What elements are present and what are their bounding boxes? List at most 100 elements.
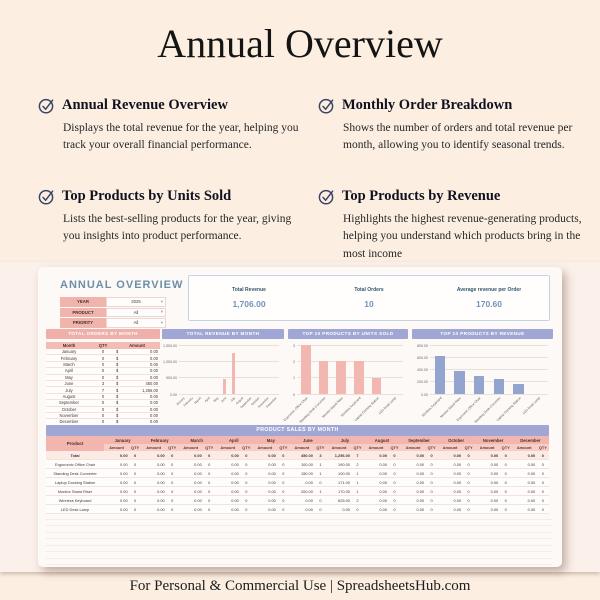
amount-cell: 0.00 xyxy=(104,451,130,460)
month-col-header: March xyxy=(178,436,216,444)
kpi-card: Total Revenue 1,706.00 xyxy=(189,276,309,320)
bar-slot: Laptop Docking Station xyxy=(353,345,386,422)
orders-by-month-panel: TOTAL ORDERS BY MONTH Month QTY Amount J… xyxy=(46,329,161,426)
amount-cell: 0.00 xyxy=(141,495,167,505)
amount-cell: 0.00 xyxy=(437,451,463,460)
filter-value-dropdown[interactable]: 2025 ▾ xyxy=(106,297,166,307)
feature-title: Monthly Order Breakdown xyxy=(342,97,513,113)
kpi-label: Average revenue per Order xyxy=(456,287,522,293)
footer-text: For Personal & Commercial Use | Spreadsh… xyxy=(129,578,471,594)
orders-row: May 0 $ 0.00 xyxy=(46,374,161,381)
amount-cell: 0.00 xyxy=(124,393,161,401)
amount-cell: 0.00 xyxy=(289,495,315,505)
qty-cell: 0 xyxy=(462,495,475,505)
amount-cell: 0.00 xyxy=(474,468,500,478)
orders-table: Month QTY Amount January 0 $ 0.00 Februa… xyxy=(46,342,161,426)
filter-value-text: 2025 xyxy=(131,299,141,305)
bar-slot: Ergonomic Office Chair xyxy=(456,345,489,422)
col-header-amount: Amount xyxy=(114,342,161,349)
qty-cell: 0 xyxy=(166,459,179,469)
amount-col-header: Amount xyxy=(252,444,278,451)
amount-cell: 0.00 xyxy=(511,477,537,487)
currency-cell: $ xyxy=(114,406,124,413)
amount-cell: 0.00 xyxy=(474,459,500,469)
qty-cell: 0 xyxy=(203,486,216,496)
amount-cell: 200.00 xyxy=(289,486,315,496)
qty-cell: 0 xyxy=(388,451,401,460)
orders-row: July 7 $ 1,256.00 xyxy=(46,386,161,394)
top-products-revenue-chart: TOP 10 PRODUCTS BY REVENUE 0.00 200.00 400… xyxy=(412,329,553,424)
sheet-title: ANNUAL OVERVIEW xyxy=(60,279,184,291)
currency-cell: $ xyxy=(114,374,124,381)
amount-cell: 0.00 xyxy=(141,477,167,487)
qty-cell: 0 xyxy=(462,459,475,469)
filter-label: PRIORITY xyxy=(60,318,106,328)
gridline xyxy=(179,393,279,394)
feature-top-units: Top Products by Units Sold Lists the bes… xyxy=(38,188,300,246)
qty-cell: 0 xyxy=(536,459,549,469)
currency-cell: $ xyxy=(114,418,124,426)
qty-cell: 0 xyxy=(129,486,142,496)
product-name-cell: Laptop Docking Station xyxy=(46,477,105,487)
chart-title: TOP 10 PRODUCTS BY REVENUE xyxy=(412,329,553,339)
amount-cell: 625.00 xyxy=(326,495,352,505)
amount-cell: 0.00 xyxy=(124,374,161,381)
filter-value-dropdown[interactable]: All ▾ xyxy=(106,318,166,328)
qty-cell: 0 xyxy=(388,459,401,469)
amount-col-header: Amount xyxy=(104,444,130,451)
col-header-month: Month xyxy=(46,342,92,349)
orders-row: January 0 $ 0.00 xyxy=(46,349,161,356)
amount-cell: 0.00 xyxy=(474,486,500,496)
month-col-header: December xyxy=(511,436,549,444)
qty-cell: 1 xyxy=(351,477,364,487)
qty-col-header: QTY xyxy=(425,444,438,451)
amount-cell: 0.00 xyxy=(178,468,204,478)
amount-cell: 0.00 xyxy=(178,495,204,505)
qty-col-header: QTY xyxy=(499,444,512,451)
qty-col-header: QTY xyxy=(240,444,253,451)
check-circle-icon xyxy=(318,189,334,205)
filter-value-dropdown[interactable]: All ▾ xyxy=(106,307,166,317)
chevron-down-icon[interactable]: ▾ xyxy=(160,298,163,304)
y-tick-label: 800.00 xyxy=(417,343,428,348)
gridline xyxy=(430,356,548,358)
sales-table: Product January February March April May June J… xyxy=(46,436,549,514)
chevron-down-icon[interactable]: ▾ xyxy=(160,309,163,314)
orders-row: March 0 $ 0.00 xyxy=(46,361,161,369)
qty-cell: 0 xyxy=(499,486,512,496)
amount-cell: 100.00 xyxy=(289,459,315,469)
currency-cell: $ xyxy=(114,354,124,362)
bar-slot: Wireless Keyboard xyxy=(421,345,450,417)
currency-cell: $ xyxy=(114,386,124,394)
plot-area: 0.00 200.00 400.00 600.00 800.00 Wireless Ke… xyxy=(417,344,548,424)
qty-cell: 0 xyxy=(277,468,290,478)
amount-col-header: Amount xyxy=(511,444,537,451)
qty-cell: 0 xyxy=(92,349,114,356)
x-tick-label: LED Desk Lamp xyxy=(377,395,398,415)
y-tick-label: 500.00 xyxy=(166,376,177,381)
amount-cell: 0.00 xyxy=(437,486,463,496)
qty-cell: 0 xyxy=(129,495,142,505)
filter-value-text: All xyxy=(133,309,139,315)
bar xyxy=(493,378,504,394)
bar-slot: September xyxy=(239,345,254,409)
qty-cell: 0 xyxy=(462,468,475,478)
bar xyxy=(371,377,382,394)
amount-cell: 0.00 xyxy=(252,477,278,487)
feature-top-revenue: Top Products by Revenue Highlights the h… xyxy=(318,188,584,263)
qty-cell: 7 xyxy=(92,386,114,394)
plot-area: 0 1 2 3 Ergonomic Office Chair Standing Des… xyxy=(283,344,403,424)
y-tick-label: 1 xyxy=(293,376,295,381)
filter-label: PRODUCT xyxy=(60,307,106,317)
amount-cell: 0.00 xyxy=(511,451,537,460)
amount-cell: 0.00 xyxy=(104,486,130,496)
qty-cell: 0 xyxy=(240,459,253,469)
chevron-down-icon[interactable]: ▾ xyxy=(160,319,163,325)
product-col-header: Product xyxy=(46,436,105,451)
bar-slot: June xyxy=(220,345,229,403)
feature-description: Displays the total revenue for the year,… xyxy=(63,122,299,152)
qty-cell: 0 xyxy=(499,451,512,460)
gridline xyxy=(179,344,279,345)
qty-cell: 0 xyxy=(92,406,114,413)
gridline xyxy=(430,344,548,345)
